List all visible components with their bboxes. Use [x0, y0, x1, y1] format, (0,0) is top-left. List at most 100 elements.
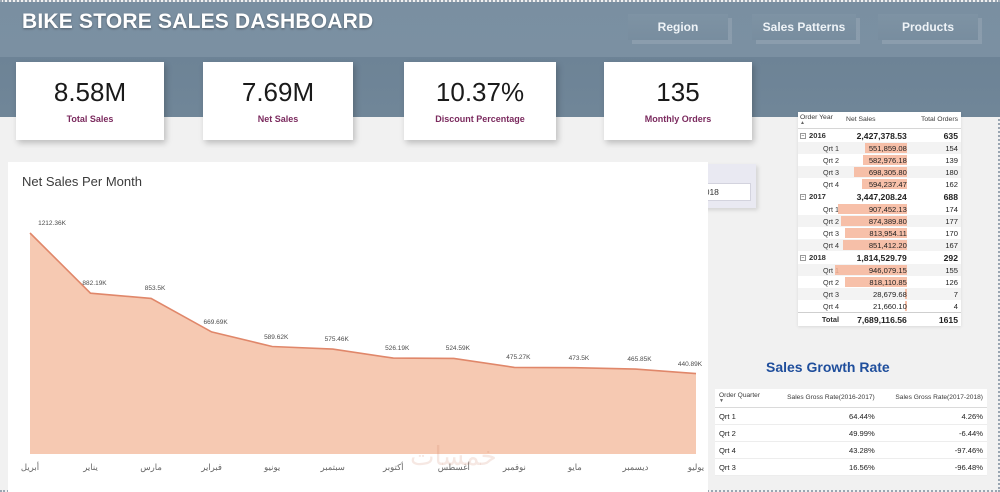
kpi-card-monthly-orders[interactable]: 135 Monthly Orders: [604, 62, 752, 140]
table-row[interactable]: Qrt 3 16.56% -96.48%: [715, 458, 987, 476]
data-bar: [865, 143, 907, 153]
growth-cell-quarter: Qrt 3: [715, 458, 771, 476]
matrix-cell-value: 698,305.80: [868, 167, 907, 177]
table-row[interactable]: Total 7,689,116.56 1615: [798, 312, 961, 326]
table-row[interactable]: Qrt 4 594,237.47 162: [798, 178, 961, 190]
data-bar: [838, 204, 907, 214]
chart-x-tick-label: نوفمبر: [502, 462, 526, 472]
chart-x-tick-label: مايو: [567, 462, 582, 472]
matrix-table: Order Year ▲ Net Sales Total Orders −201…: [798, 112, 961, 326]
chart-x-tick-label: فبراير: [201, 462, 222, 472]
kpi-monthly-orders-label: Monthly Orders: [644, 113, 712, 124]
matrix-cell-total-orders: 155: [909, 264, 961, 276]
matrix-cell-label: Qrt 1: [823, 204, 840, 214]
matrix-cell-total-orders: 635: [943, 130, 958, 141]
matrix-cell-total-orders: 292: [943, 252, 958, 263]
growth-col-rate-2017-2018[interactable]: Sales Gross Rate(2017-2018): [878, 389, 987, 408]
table-row[interactable]: Qrt 4 851,412.20 167: [798, 239, 961, 251]
table-row[interactable]: Qrt 1 907,452.13 174: [798, 203, 961, 215]
chart-x-tick-label: أغسطس: [437, 462, 470, 472]
kpi-card-total-sales[interactable]: 8.58M Total Sales: [16, 62, 164, 140]
table-row[interactable]: Qrt 4 43.28% -97.46%: [715, 441, 987, 459]
matrix-cell-total-orders: 174: [945, 204, 958, 214]
data-bar: [862, 155, 907, 165]
chart-point-label: 465.85K: [627, 356, 652, 364]
matrix-cell-label: −2016: [800, 131, 826, 140]
data-bar: [840, 216, 907, 226]
table-row[interactable]: Qrt 1 946,079.15 155: [798, 264, 961, 276]
kpi-card-net-sales[interactable]: 7.69M Net Sales: [203, 62, 353, 140]
kpi-monthly-orders-value: 135: [656, 77, 700, 108]
matrix-cell-net-sales: 698,305.80: [843, 166, 910, 178]
matrix-col-net-sales[interactable]: Net Sales: [843, 112, 910, 129]
growth-cell-rate-2017-2018: -96.48%: [878, 458, 987, 476]
table-row[interactable]: Qrt 2 818,110.85 126: [798, 276, 961, 288]
table-row[interactable]: Qrt 4 21,660.10 4: [798, 300, 961, 313]
table-row[interactable]: Qrt 1 64.44% 4.26%: [715, 407, 987, 425]
growth-cell-quarter: Qrt 4: [715, 441, 771, 459]
table-row[interactable]: Qrt 1 551,859.08 154: [798, 142, 961, 154]
data-bar: [904, 289, 907, 299]
table-row[interactable]: Qrt 3 813,954.11 170: [798, 227, 961, 239]
matrix-cell-net-sales: 582,976.18: [843, 154, 910, 166]
matrix-cell-net-sales: 551,859.08: [843, 142, 910, 154]
table-row[interactable]: −2017 3,447,208.24 688: [798, 190, 961, 203]
nav-button-products-label: Products: [901, 20, 954, 34]
matrix-cell-net-sales: 7,689,116.56: [843, 312, 910, 326]
matrix-cell-label: Qrt 1: [798, 142, 844, 154]
table-row[interactable]: −2016 2,427,378.53 635: [798, 129, 961, 143]
growth-cell-rate-2016-2017: 16.56%: [770, 458, 879, 476]
matrix-cell-total-orders: 7: [909, 288, 961, 300]
data-bar: [844, 228, 907, 238]
matrix-head: Order Year ▲ Net Sales Total Orders: [798, 112, 961, 129]
matrix-cell-value: 946,079.15: [868, 265, 907, 275]
matrix-cell-value: 582,976.18: [868, 155, 907, 165]
chart-x-tick-label: يناير: [83, 462, 98, 472]
chart-x-tick-label: يوليو: [687, 462, 705, 472]
matrix-col-total-orders[interactable]: Total Orders: [909, 112, 961, 129]
matrix-cell-value: 21,660.10: [873, 301, 907, 311]
nav-button-sales-patterns[interactable]: Sales Patterns: [752, 14, 856, 40]
collapse-expander-icon[interactable]: −: [800, 255, 806, 261]
matrix-cell-value: 813,954.11: [869, 228, 907, 238]
matrix-cell-net-sales: 851,412.20: [842, 239, 910, 251]
growth-col-order-quarter[interactable]: Order Quarter ▼: [715, 389, 771, 408]
table-row[interactable]: Qrt 2 49.99% -6.44%: [715, 424, 987, 442]
kpi-net-sales-value: 7.69M: [241, 77, 315, 108]
matrix-col-order-year[interactable]: Order Year ▲: [798, 112, 844, 129]
growth-cell-rate-2016-2017: 49.99%: [770, 424, 879, 442]
matrix-cell-value: 28,679.68: [873, 289, 907, 299]
nav-button-products[interactable]: Products: [878, 14, 978, 40]
matrix-cell-net-sales: 813,954.11: [843, 227, 910, 239]
table-row[interactable]: Qrt 3 698,305.80 180: [798, 166, 961, 178]
matrix-cell-label: Qrt 4: [823, 301, 840, 311]
chart-point-label: 589.62K: [264, 333, 289, 341]
matrix-cell-value: 907,452.13: [868, 204, 907, 214]
matrix-cell-label: Qrt 4: [798, 239, 844, 251]
collapse-expander-icon[interactable]: −: [800, 133, 806, 139]
matrix-cell-label: −2017: [800, 192, 826, 201]
nav-button-sales-patterns-label: Sales Patterns: [762, 20, 846, 34]
sales-growth-rate-table[interactable]: Order Quarter ▼ Sales Gross Rate(2016-20…: [715, 389, 987, 476]
matrix-cell-net-sales: 21,660.10: [843, 300, 910, 313]
nav-button-region[interactable]: Region: [628, 14, 728, 40]
matrix-cell-label: Qrt 4: [823, 179, 840, 189]
growth-col-rate-2016-2017[interactable]: Sales Gross Rate(2016-2017): [770, 389, 879, 408]
matrix-cell-label: Qrt 3: [798, 288, 844, 300]
matrix-cell-total-orders: 170: [945, 228, 958, 238]
collapse-expander-icon[interactable]: −: [800, 194, 806, 200]
matrix-cell-total-orders: 688: [943, 191, 958, 202]
order-year-matrix-table[interactable]: Order Year ▲ Net Sales Total Orders −201…: [798, 112, 961, 326]
table-row[interactable]: Qrt 2 582,976.18 139: [798, 154, 961, 166]
table-row[interactable]: Qrt 2 874,389.80 177: [798, 215, 961, 227]
data-bar: [844, 277, 907, 287]
table-row[interactable]: Qrt 3 28,679.68 7: [798, 288, 961, 300]
growth-body: Qrt 1 64.44% 4.26% Qrt 2 49.99% -6.44% Qrt 4 43…: [715, 407, 987, 476]
data-bar: [904, 301, 907, 311]
matrix-cell-net-sales: 874,389.80: [840, 215, 910, 227]
kpi-card-discount-percentage[interactable]: 10.37% Discount Percentage: [404, 62, 556, 140]
net-sales-per-month-chart[interactable]: Net Sales Per Month 1212.36K 882.19K 853.5…: [8, 162, 708, 492]
table-row[interactable]: −2018 1,814,529.79 292: [798, 251, 961, 264]
growth-col-order-quarter-label: Order Quarter: [719, 392, 761, 399]
